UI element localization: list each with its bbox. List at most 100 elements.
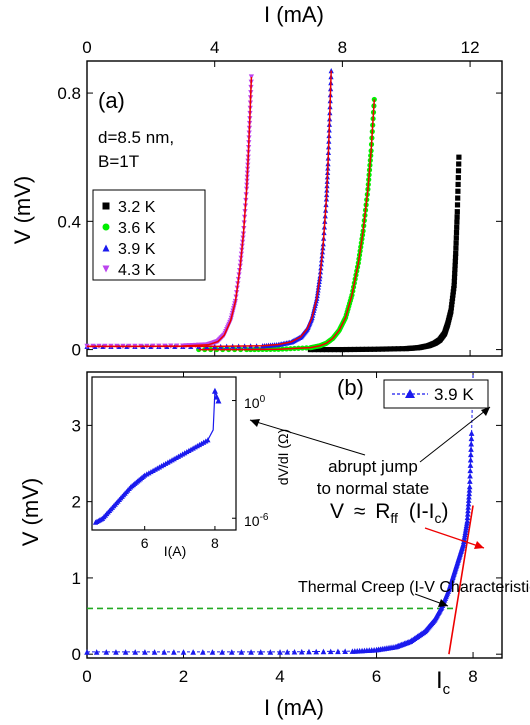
panel-a-point-32K xyxy=(455,175,461,181)
panel-b-point xyxy=(291,648,298,655)
panel-b-point xyxy=(467,456,474,463)
panel-b-point xyxy=(200,649,206,655)
inset-point xyxy=(211,387,218,394)
panel-a-fit-line xyxy=(87,70,332,348)
panel-b-ytick-label: 0 xyxy=(72,645,81,664)
panel-b-ytick-label: 1 xyxy=(72,569,81,588)
panel-b-point xyxy=(465,500,472,507)
panel-b-point xyxy=(465,507,471,514)
inset-point xyxy=(215,397,222,404)
panel-b-point xyxy=(335,648,341,655)
inset-ytick-top: 100 xyxy=(244,394,266,411)
panel-a-point-32K xyxy=(363,346,369,352)
panel-a-point-32K xyxy=(399,346,405,352)
legend-marker xyxy=(102,265,110,273)
panel-a-point-32K xyxy=(331,346,338,353)
panel-a-xtick-label: 0 xyxy=(82,38,91,57)
panel-b-point xyxy=(320,648,327,655)
panel-b-point xyxy=(219,649,225,655)
annotation-abrupt-jump: abrupt jump xyxy=(328,457,418,476)
panel-b-point xyxy=(122,649,129,655)
panel-a-point-32K xyxy=(451,278,457,285)
panel-b-ytick-label: 2 xyxy=(72,493,81,512)
panel-a-point-32K xyxy=(347,346,353,353)
panel-b-point xyxy=(190,649,196,655)
panel-a-xtick-label: 8 xyxy=(338,38,347,57)
panel-a-ylabel: V (mV) xyxy=(10,176,35,244)
legend-box xyxy=(92,189,206,281)
formula-arrow xyxy=(424,527,485,549)
panel-b-point xyxy=(228,649,235,655)
panel-b-point xyxy=(466,483,473,490)
formula-arrow-head xyxy=(474,541,484,549)
panel-b-xlabel: I (mA) xyxy=(264,695,324,720)
panel-a-point-32K xyxy=(449,295,456,301)
arrow-to-inset-head xyxy=(250,419,260,427)
panel-a-point-32K xyxy=(451,274,458,281)
panel-b-point xyxy=(151,649,158,655)
legend-label: 3.6 K xyxy=(118,220,156,237)
panel-b-point xyxy=(257,649,264,655)
panel-a-point-32K xyxy=(452,270,458,277)
panel-b-ytick-label: 3 xyxy=(72,416,81,435)
legend-entries: 3.2 K 3.6 K 3.9 K 4.3 K xyxy=(102,199,156,279)
panel-a-xlabel: I (mA) xyxy=(264,2,324,27)
panel-a-point-32K xyxy=(375,346,381,352)
panel-a-point-32K xyxy=(335,346,341,353)
panel-a-point-32K xyxy=(453,240,459,246)
panel-b-point xyxy=(468,451,474,458)
panel-b-point xyxy=(466,490,472,497)
panel-a-point-32K xyxy=(456,161,462,167)
panel-b-point xyxy=(468,435,475,442)
legend-marker xyxy=(102,244,110,252)
panel-a-point-32K xyxy=(454,219,460,225)
inset-xtick-label: 8 xyxy=(211,535,219,551)
panel-a-xtick-label: 12 xyxy=(461,38,480,57)
panel-a-point-32K xyxy=(452,266,458,273)
panel-a-point-32K xyxy=(449,302,455,308)
panel-b-legend xyxy=(383,379,489,409)
panel-a-point-32K xyxy=(454,202,461,208)
panel-a-point-32K xyxy=(387,346,393,352)
panel-b-point xyxy=(161,649,168,655)
panel-a-ytick-label: 0.8 xyxy=(57,84,81,103)
panel-b-point xyxy=(468,440,475,447)
panel-b-point xyxy=(465,504,472,510)
panel-a-point-32K xyxy=(452,262,458,269)
panel-b-point xyxy=(306,648,312,655)
panel-a-point-32K xyxy=(448,305,454,311)
panel-b-fit-lines xyxy=(87,505,474,655)
panel-a-annotation-line-2: B=1T xyxy=(98,152,139,171)
panel-b-point xyxy=(209,649,216,655)
thermal-creep-label: Thermal Creep (I-V Characteristics) xyxy=(298,579,530,596)
panel-b-fit-line xyxy=(448,505,474,655)
panel-a-letter: (a) xyxy=(98,88,125,113)
panel-a-point-32K xyxy=(351,346,357,353)
inset-xtick-label: 6 xyxy=(141,535,149,551)
panel-b-point xyxy=(468,446,474,452)
panel-a-point-32K xyxy=(449,298,455,305)
inset-xlabel: I(A) xyxy=(164,543,187,559)
inset-series xyxy=(92,387,222,525)
panel-b-point xyxy=(468,430,475,436)
arrow-to-inset xyxy=(249,419,366,456)
panel-a-fit-line xyxy=(87,77,253,348)
panel-b-point xyxy=(465,497,472,503)
panel-a-point-32K xyxy=(453,245,459,251)
panel-b-point xyxy=(142,649,148,655)
panel-a-point-32K xyxy=(339,346,345,353)
legend-label: 3.9 K xyxy=(118,241,156,258)
panel-a-point-32K xyxy=(343,346,349,353)
panel-a-point-32K xyxy=(311,346,318,353)
panel-a-point-32K xyxy=(455,168,462,174)
panel-a-point-32K xyxy=(319,346,326,353)
thermal-creep-arrow-head xyxy=(438,599,448,607)
panel-a-frame xyxy=(86,60,503,357)
panel-b-point xyxy=(464,517,471,524)
panel-a-point-32K xyxy=(450,292,456,298)
panel-b-point xyxy=(298,648,305,655)
panel-a-point-32K xyxy=(448,308,454,314)
inset-ylabel: dV/dI (Ω) xyxy=(275,429,291,485)
